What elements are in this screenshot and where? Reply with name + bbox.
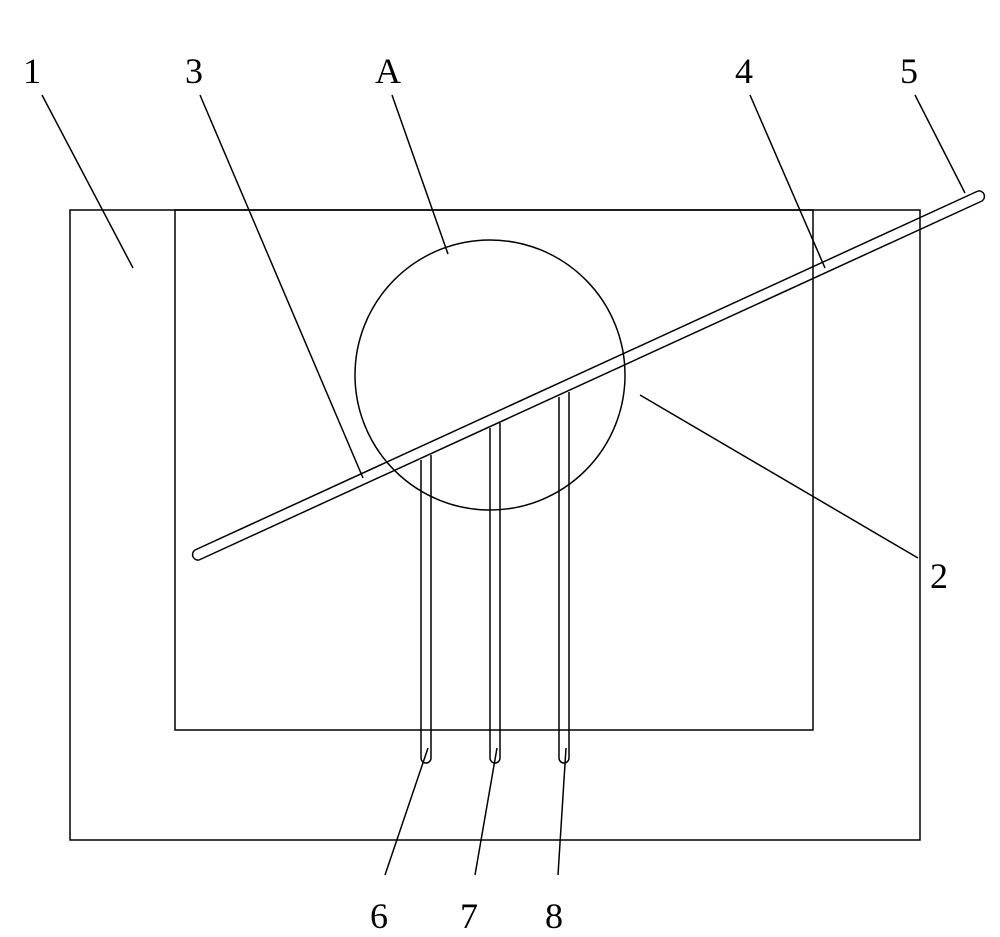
vertical-bar-3 bbox=[559, 392, 569, 763]
inner-rect bbox=[175, 210, 813, 730]
label-8: 8 bbox=[545, 895, 563, 937]
label-7: 7 bbox=[460, 895, 478, 937]
label-A: A bbox=[375, 50, 401, 92]
diagonal-bar bbox=[193, 191, 985, 560]
leader-5 bbox=[915, 95, 965, 193]
leader-3 bbox=[200, 95, 363, 478]
label-1: 1 bbox=[23, 50, 41, 92]
label-2: 2 bbox=[930, 555, 948, 597]
leader-lines bbox=[42, 95, 965, 875]
leader-2 bbox=[640, 395, 918, 558]
leader-8 bbox=[558, 748, 566, 875]
leader-4 bbox=[750, 95, 825, 268]
diagram-canvas bbox=[0, 0, 1000, 936]
label-5: 5 bbox=[900, 50, 918, 92]
label-6: 6 bbox=[370, 895, 388, 937]
label-4: 4 bbox=[735, 50, 753, 92]
leader-7 bbox=[475, 748, 497, 875]
leader-A bbox=[392, 95, 448, 254]
outer-rect bbox=[70, 210, 920, 840]
vertical-bar-1 bbox=[421, 455, 431, 763]
leader-6 bbox=[385, 748, 428, 875]
leader-1 bbox=[42, 95, 133, 268]
label-3: 3 bbox=[185, 50, 203, 92]
vertical-bar-2 bbox=[490, 423, 500, 763]
